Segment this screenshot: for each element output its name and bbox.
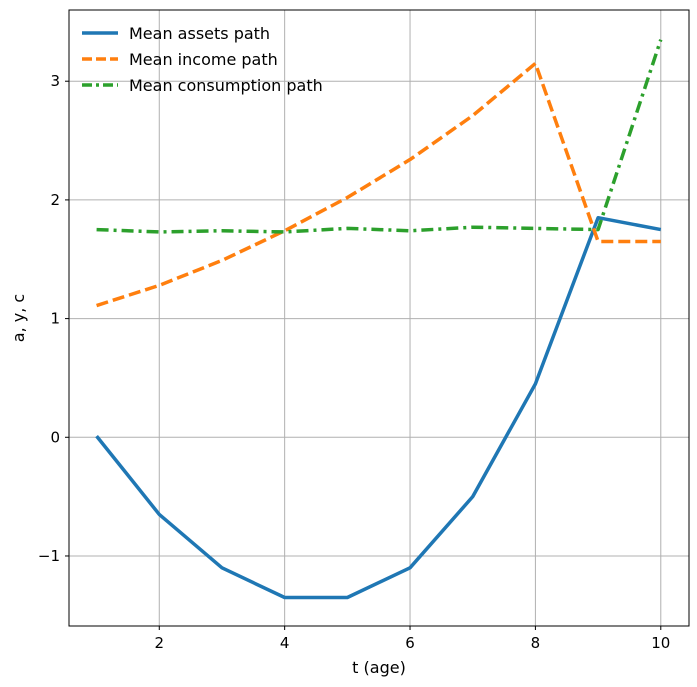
axis-ticks: 2 4 6 8 10 −1 0 1 2 3: [38, 72, 670, 652]
series-lines: [95, 39, 663, 600]
y-tick-label: 3: [50, 72, 60, 90]
x-tick-label: 2: [154, 634, 164, 652]
series-line-mean-income-path: [96, 61, 661, 308]
y-axis-label: a, y, c: [9, 294, 28, 342]
x-tick-label: 10: [651, 634, 670, 652]
plot-frame: [68, 9, 690, 627]
y-tick-label: −1: [38, 547, 60, 565]
legend-label: Mean consumption path: [129, 76, 323, 95]
series-line-mean-consumption-path: [96, 39, 663, 234]
legend: Mean assets path Mean income path Mean con…: [82, 24, 323, 95]
y-tick-label: 2: [50, 191, 60, 209]
legend-label: Mean income path: [129, 50, 278, 69]
x-tick-label: 6: [405, 634, 415, 652]
series-line-mean-assets-path: [95, 215, 662, 600]
x-axis-label: t (age): [352, 658, 406, 677]
x-tick-label: 8: [531, 634, 541, 652]
legend-label: Mean assets path: [129, 24, 270, 43]
y-tick-label: 0: [50, 428, 60, 446]
x-tick-label: 4: [280, 634, 290, 652]
y-tick-label: 1: [50, 310, 60, 328]
grid-lines: [69, 10, 689, 626]
